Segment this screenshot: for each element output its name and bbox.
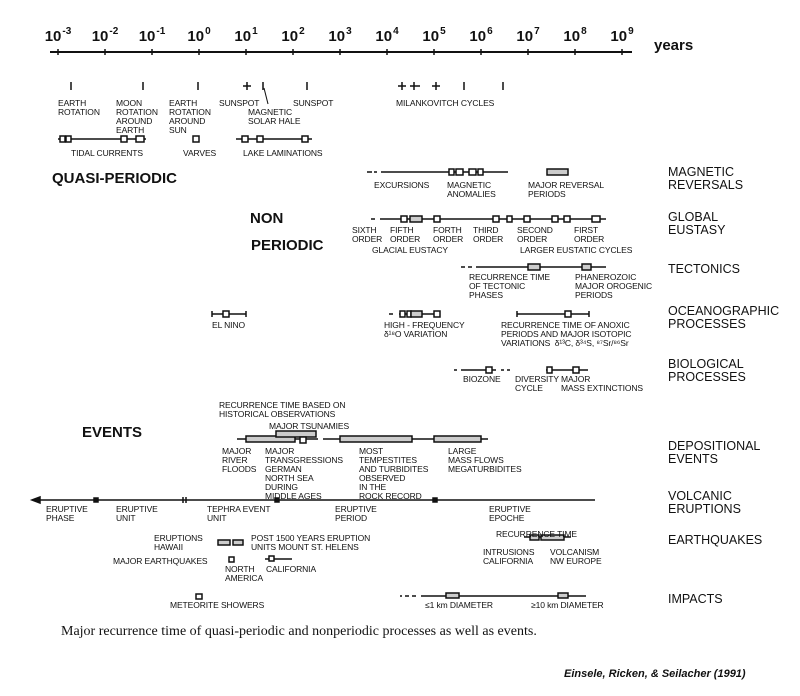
label-north-america: NORTH AMERICA	[225, 564, 264, 583]
group-events: EVENTS	[82, 424, 143, 441]
label-sixth-order: SIXTH ORDER	[352, 225, 383, 244]
group-periodic: PERIODIC	[251, 237, 324, 254]
label-major-earthquakes: MAJOR EARTHQUAKES	[113, 556, 208, 566]
category-tectonics: TECTONICS	[668, 262, 740, 276]
axis-tick: 107	[516, 26, 540, 45]
axis-tick: 10-2	[91, 26, 119, 45]
figure-credit: Einsele, Ricken, & Seilacher (1991)	[564, 668, 746, 680]
axis-tick: 10-1	[138, 26, 166, 45]
axis-tick: 102	[281, 26, 305, 45]
label-st-helens: POST 1500 YEARS ERUPTION UNITS MOUNT ST.…	[251, 533, 371, 552]
category-volcanic: VOLCANIC ERUPTIONS	[668, 489, 741, 516]
label-glacial-eustacy: GLACIAL EUSTACY	[372, 245, 448, 255]
label-solar-hale: MAGNETIC SOLAR HALE	[248, 107, 301, 126]
label-biozone: BIOZONE	[463, 374, 501, 384]
label-transgressions: MAJOR TRANSGRESSIONS GERMAN NORTH SEA DU…	[265, 446, 343, 501]
label-high-frequency: HIGH - FREQUENCY δ¹⁸O VARIATION	[384, 320, 465, 339]
label-meteorite-showers: METEORITE SHOWERS	[170, 600, 265, 610]
axis-tick: 103	[328, 26, 352, 45]
axis-tick: 10-3	[44, 26, 72, 45]
label-excursions: EXCURSIONS	[374, 180, 430, 190]
axis-tick: 109	[610, 26, 634, 45]
label-eruptive-period: ERUPTIVE PERIOD	[335, 504, 377, 523]
label-first-order: FIRST ORDER	[574, 225, 605, 244]
axis-tick: 101	[234, 26, 258, 45]
axis-tick: 106	[469, 26, 493, 45]
label-historical-obs: RECURRENCE TIME BASED ON HISTORICAL OBSE…	[219, 400, 346, 419]
label-sunspot-2: SUNSPOT	[293, 98, 334, 108]
category-oceanographic: OCEANOGRAPHIC PROCESSES	[668, 304, 780, 331]
label-volcanism: VOLCANISM NW EUROPE	[550, 547, 602, 566]
label-el-nino: EL NINO	[212, 320, 245, 330]
axis-tick: 108	[563, 26, 587, 45]
category-earthquakes: EARTHQUAKES	[668, 533, 763, 547]
label-river-floods: MAJOR RIVER FLOODS	[222, 446, 257, 474]
label-tectonic-phases: RECURRENCE TIME OF TECTONIC PHASES	[469, 272, 550, 300]
label-small-impacts: ≤1 km DIAMETER	[425, 600, 493, 610]
label-tidal-currents: TIDAL CURRENTS	[71, 148, 143, 158]
label-third-order: THIRD ORDER	[473, 225, 504, 244]
category-depositional: DEPOSITIONAL EVENTS	[668, 439, 761, 466]
category-magnetic-reversals: MAGNETIC REVERSALS	[668, 165, 744, 192]
category-impacts: IMPACTS	[668, 592, 723, 606]
label-diversity-cycle: DIVERSITY CYCLE	[515, 374, 559, 393]
category-global-eustasy: GLOBAL EUSTASY	[668, 210, 726, 237]
label-tempestites: MOST TEMPESTITES AND TURBIDITES OBSERVED…	[359, 446, 429, 501]
label-large-impacts: ≥10 km DIAMETER	[531, 600, 604, 610]
label-lake-laminations: LAKE LAMINATIONS	[243, 148, 323, 158]
label-sunspot-1: SUNSPOT	[219, 98, 260, 108]
axis-tick: 105	[422, 26, 446, 45]
label-forth-order: FORTH ORDER	[433, 225, 464, 244]
axis-unit-label: years	[654, 37, 694, 54]
label-mass-extinctions: MAJOR MASS EXTINCTIONS	[561, 374, 643, 393]
group-quasi-periodic: QUASI-PERIODIC	[52, 170, 178, 187]
label-anoxic-periods: RECURRENCE TIME OF ANOXIC PERIODS AND MA…	[501, 320, 632, 348]
label-california: CALIFORNIA	[266, 564, 317, 574]
label-orogenic-periods: PHANEROZOIC MAJOR OROGENIC PERIODS	[575, 272, 652, 300]
group-non: NON	[250, 210, 284, 227]
label-mass-flows: LARGE MASS FLOWS MEGATURBIDITES	[448, 446, 522, 474]
label-tephra-event: TEPHRA EVENT UNIT	[207, 504, 271, 523]
label-eruptive-epoche: ERUPTIVE EPOCHE	[489, 504, 531, 523]
label-milankovitch: MILANKOVITCH CYCLES	[396, 98, 495, 108]
label-larger-eustatic: LARGER EUSTATIC CYCLES	[520, 245, 633, 255]
axis-tick: 100	[187, 26, 211, 45]
axis-tick: 104	[375, 26, 399, 45]
label-fifth-order: FIFTH ORDER	[390, 225, 421, 244]
label-recurrence-time: RECURRENCE TIME	[496, 529, 577, 539]
label-varves: VARVES	[183, 148, 217, 158]
label-major-tsunamies: MAJOR TSUNAMIES	[269, 421, 350, 431]
label-eruptions-hawaii: ERUPTIONS HAWAII	[154, 533, 203, 552]
label-second-order: SECOND ORDER	[517, 225, 553, 244]
label-eruptive-unit: ERUPTIVE UNIT	[116, 504, 158, 523]
label-moon-rotation: MOON ROTATION AROUND EARTH	[116, 98, 158, 135]
label-magnetic-anomalies: MAGNETIC ANOMALIES	[447, 180, 496, 199]
label-intrusions: INTRUSIONS CALIFORNIA	[483, 547, 535, 566]
label-eruptive-phase: ERUPTIVE PHASE	[46, 504, 88, 523]
label-major-reversal: MAJOR REVERSAL PERIODS	[528, 180, 605, 199]
label-earth-around-sun: EARTH ROTATION AROUND SUN	[169, 98, 211, 135]
category-biological: BIOLOGICAL PROCESSES	[668, 357, 746, 384]
label-earth-rotation: EARTH ROTATION	[58, 98, 100, 117]
figure-caption: Major recurrence time of quasi-periodic …	[61, 624, 537, 639]
